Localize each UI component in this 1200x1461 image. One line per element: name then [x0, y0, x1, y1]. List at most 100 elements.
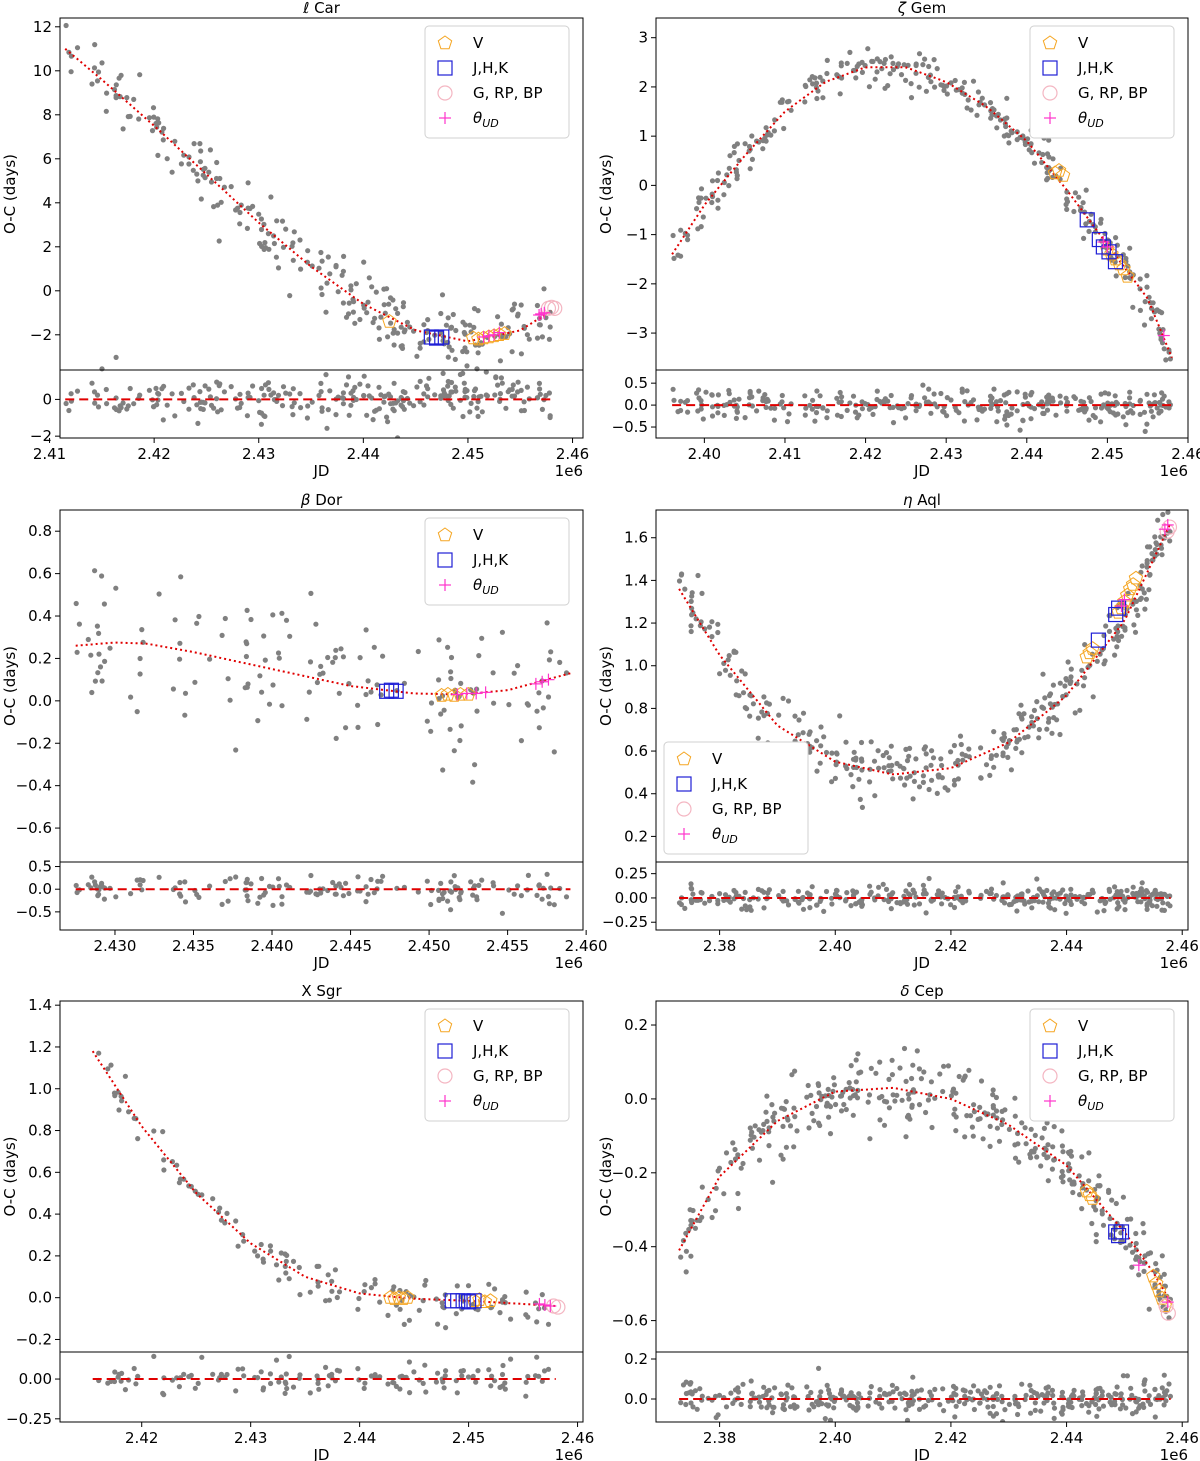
data-point: [1159, 1253, 1165, 1259]
legend-marker-v: [437, 35, 453, 50]
data-point: [378, 314, 384, 320]
residual-point: [137, 392, 143, 398]
residual-point: [867, 883, 873, 889]
data-point: [732, 1156, 739, 1162]
residual-point: [1068, 901, 1074, 908]
data-point: [1072, 190, 1078, 196]
data-point: [245, 205, 251, 211]
residual-point: [1028, 1410, 1034, 1416]
legend-label: θUD: [1078, 109, 1104, 130]
residual-point: [297, 391, 303, 397]
residual-point: [909, 1388, 915, 1394]
data-point: [340, 268, 346, 274]
title-name: Car: [309, 0, 340, 17]
data-point: [283, 1270, 289, 1276]
data-point: [715, 629, 721, 636]
residual-point: [238, 400, 244, 406]
residual-point: [1068, 1399, 1074, 1405]
residual-point: [1032, 1400, 1038, 1406]
residual-point: [997, 398, 1004, 404]
data-point: [1129, 1249, 1136, 1255]
residual-point: [892, 1405, 898, 1411]
residual-point: [848, 903, 854, 909]
y-tick-label: 0.6: [624, 742, 648, 760]
data-point: [370, 319, 376, 326]
data-point: [391, 342, 397, 348]
residual-point: [920, 382, 926, 388]
data-point: [1001, 133, 1007, 139]
residual-point: [810, 397, 816, 403]
marker-v: [453, 686, 468, 701]
marker-jhk: [1113, 1224, 1130, 1240]
residual-point: [692, 1388, 699, 1394]
data-point: [474, 708, 480, 714]
x-tick-label: 2.440: [251, 937, 294, 955]
residual-point: [376, 384, 382, 390]
data-point: [1006, 140, 1012, 146]
y-tick-label: 2: [638, 78, 648, 96]
data-point: [68, 53, 74, 59]
residual-point: [904, 901, 911, 907]
residual-point: [1040, 899, 1046, 905]
residual-point: [948, 902, 954, 908]
residual-point: [824, 408, 830, 414]
y-tick-label: 8: [42, 106, 52, 124]
residual-point: [1117, 1406, 1123, 1412]
data-point: [889, 1072, 896, 1078]
data-point: [1081, 235, 1087, 241]
data-point: [1137, 276, 1143, 282]
residual-point: [690, 891, 696, 897]
residual-point: [802, 412, 808, 418]
y-axis-label: O-C (days): [597, 154, 615, 234]
data-point: [739, 668, 745, 674]
residual-point: [1137, 1403, 1143, 1409]
data-point: [1120, 1194, 1126, 1200]
data-point: [364, 310, 370, 316]
data-point: [683, 1230, 689, 1236]
title-name: Gem: [906, 0, 946, 17]
data-point: [425, 317, 431, 323]
data-point: [1133, 1230, 1139, 1237]
data-point: [348, 287, 354, 293]
data-point: [308, 590, 314, 597]
data-point: [511, 301, 518, 307]
residual-point: [536, 380, 543, 386]
data-point: [325, 654, 331, 661]
data-point: [92, 568, 98, 574]
residual-point: [1015, 1401, 1021, 1407]
residual-point: [897, 1391, 903, 1397]
data-point: [1068, 674, 1074, 680]
data-point: [198, 148, 204, 154]
data-point: [290, 257, 296, 263]
data-point: [738, 1165, 744, 1171]
data-point: [149, 128, 156, 134]
residual-point: [1147, 1401, 1154, 1407]
y-tick-label: 0.4: [28, 1205, 52, 1223]
data-point: [881, 1122, 888, 1128]
residual-point: [694, 1406, 700, 1412]
data-point: [955, 776, 962, 782]
data-point: [282, 1263, 288, 1269]
marker-v: [1055, 167, 1071, 182]
legend-label: G, RP, BP: [473, 1067, 543, 1085]
data-point: [1161, 1271, 1167, 1277]
data-point: [1029, 714, 1035, 720]
data-point: [814, 768, 820, 774]
data-point: [1051, 1124, 1057, 1130]
data-point: [99, 60, 105, 66]
residual-point: [772, 405, 778, 411]
data-point: [160, 137, 166, 143]
data-point: [546, 657, 553, 663]
residual-point: [818, 1389, 824, 1395]
data-point: [107, 645, 113, 651]
residual-point: [1127, 389, 1133, 395]
residual-axes-frame: [655, 861, 1189, 931]
data-point: [404, 319, 410, 325]
residual-point: [355, 1366, 361, 1372]
residual-point: [768, 405, 774, 411]
residual-point: [911, 890, 918, 896]
data-point: [1031, 707, 1037, 714]
data-point: [449, 347, 455, 353]
residual-point: [1120, 1402, 1126, 1408]
x-offset-text: 1e6: [1160, 1446, 1188, 1461]
